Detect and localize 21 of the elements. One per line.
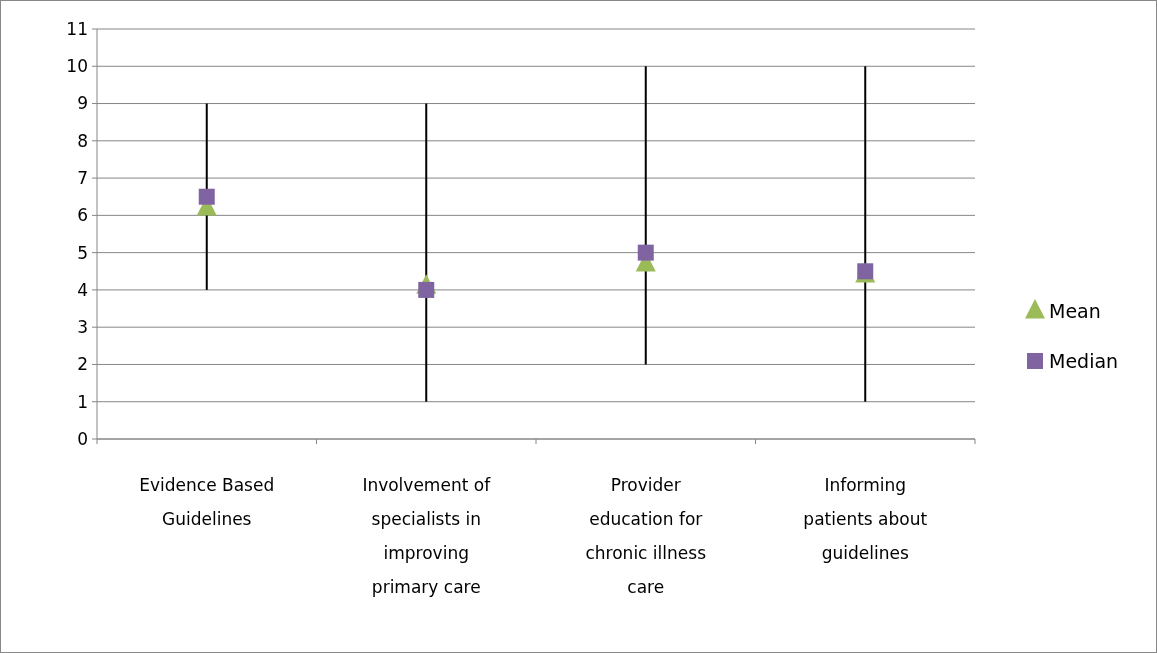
y-tick-label: 1 — [77, 391, 88, 412]
y-tick-label: 5 — [77, 242, 88, 263]
legend-label: Mean — [1049, 299, 1101, 322]
point — [418, 281, 435, 298]
y-tick-label: 9 — [77, 93, 88, 114]
legend-label: Median — [1049, 349, 1119, 372]
y-tick-label: 10 — [66, 56, 88, 77]
point — [637, 244, 654, 261]
y-tick-label: 2 — [77, 354, 88, 375]
x-tick-label: Provider education for chronic illness care — [585, 475, 707, 597]
y-tick-label: 4 — [77, 279, 88, 300]
x-tick-label: Evidence Based Guidelines — [139, 475, 275, 529]
y-tick-label: 8 — [77, 130, 88, 151]
x-tick-label: Involvement of specialists in improving primary care — [362, 475, 492, 597]
y-tick-label: 3 — [77, 317, 88, 338]
x-tick-label: Informing patients about guidelines — [803, 475, 928, 563]
y-tick-label: 7 — [77, 168, 88, 189]
y-tick-label: 6 — [77, 205, 88, 226]
y-tick-label: 11 — [66, 18, 88, 39]
point — [198, 188, 215, 205]
y-tick-label: 0 — [77, 428, 88, 449]
